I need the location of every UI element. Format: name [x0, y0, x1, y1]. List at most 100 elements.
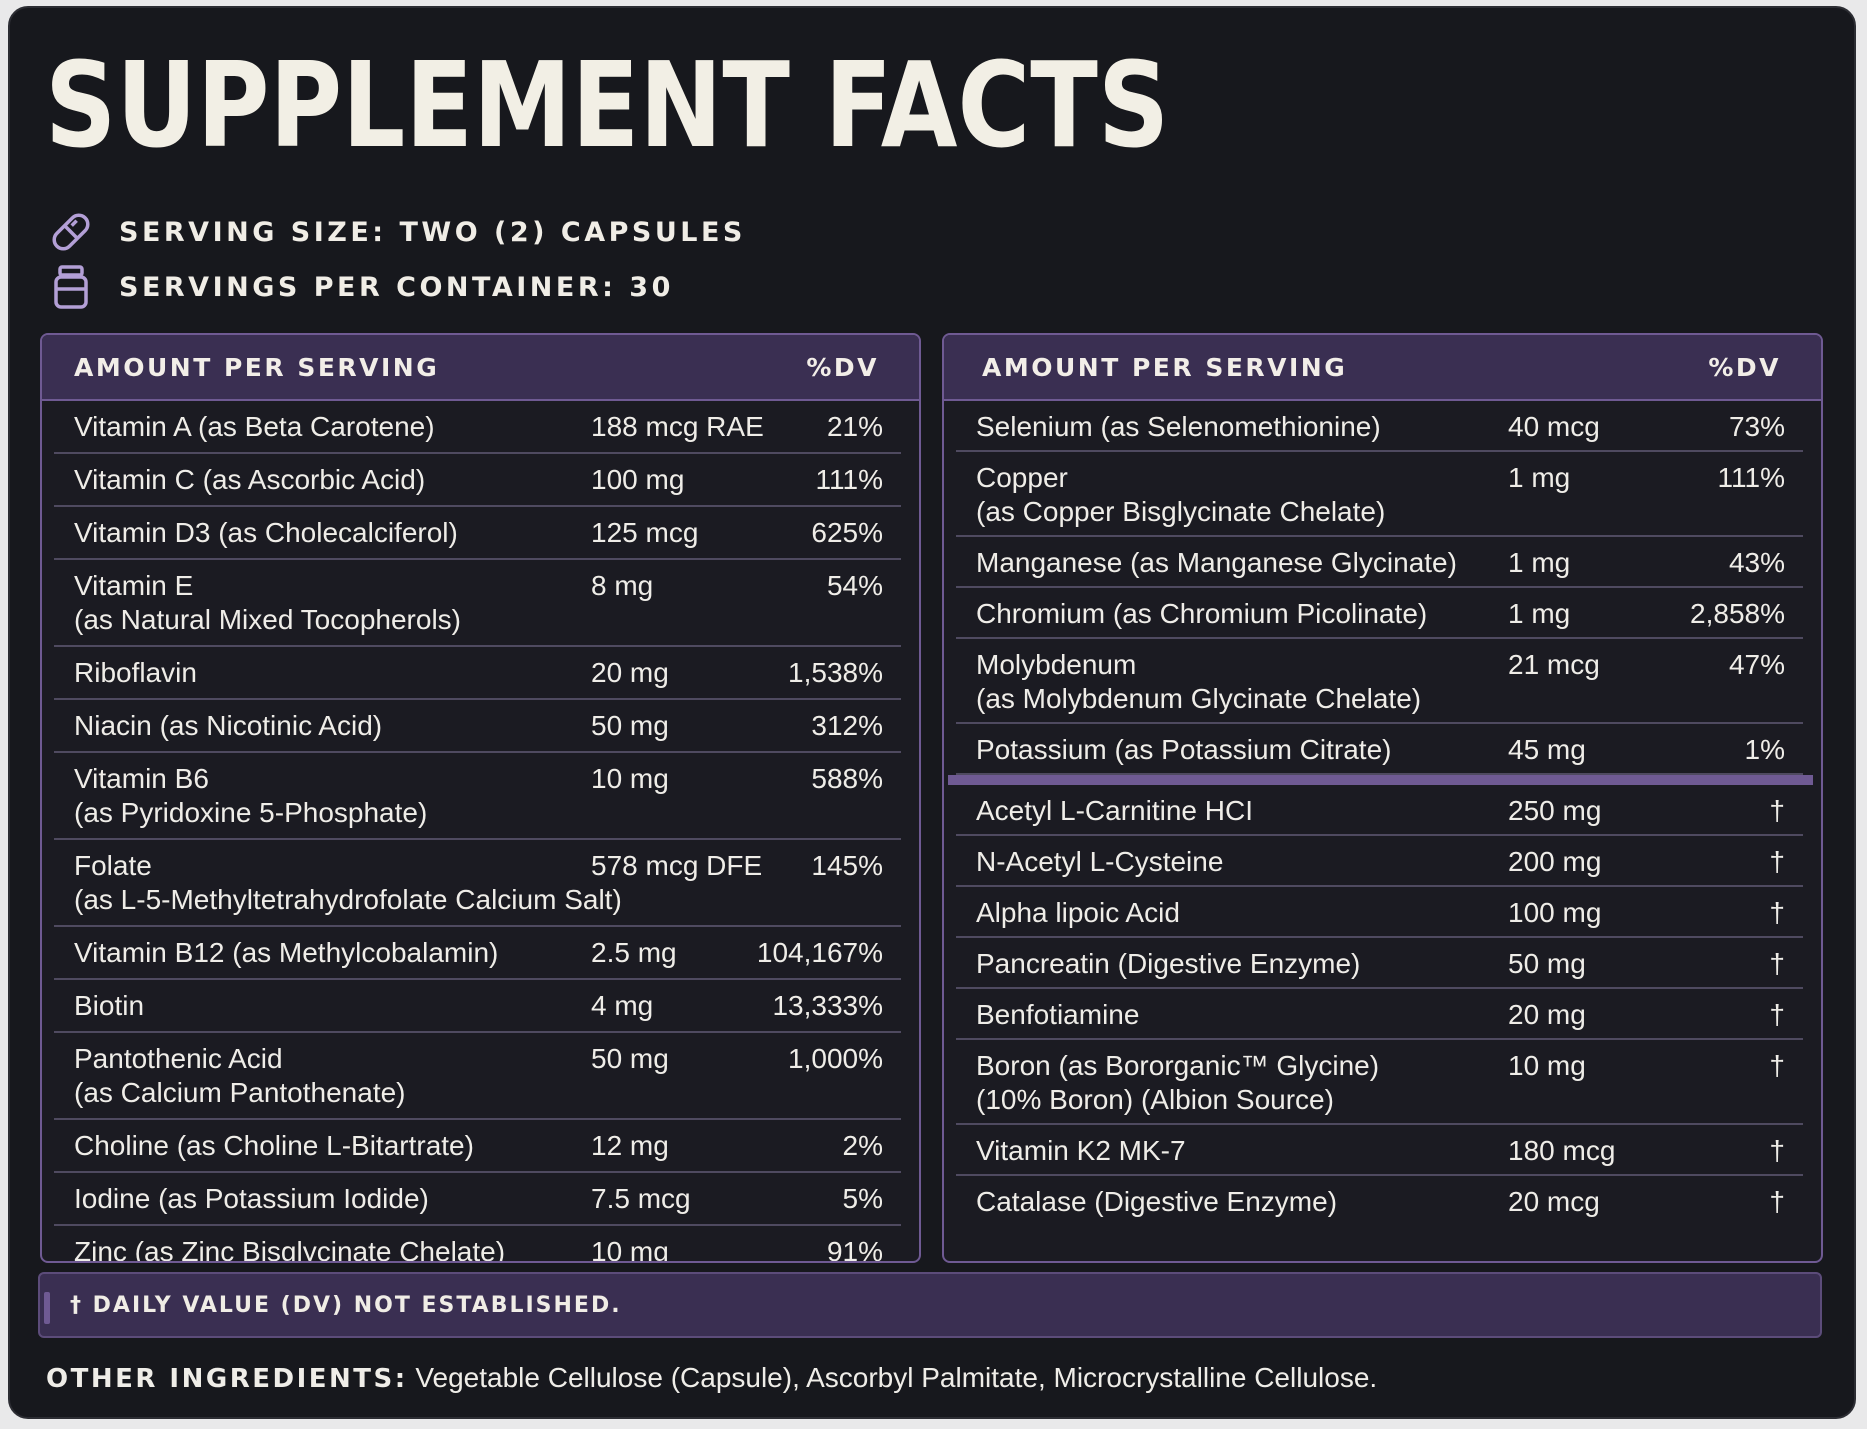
nutrient-name: Vitamin B12 (as Methylcobalamin): [74, 937, 499, 968]
footnote-accent: [44, 1292, 50, 1324]
nutrient-amount: 200 mg: [1508, 846, 1602, 877]
nutrient-amount: 180 mcg: [1508, 1135, 1616, 1166]
left-panel-header: AMOUNT PER SERVING %DV: [42, 335, 919, 401]
nutrient-amount: 1 mg: [1508, 598, 1571, 629]
nutrient-source: (as Molybdenum Glycinate Chelate): [976, 683, 1422, 714]
nutrient-amount: 1 mg: [1508, 462, 1571, 493]
nutrient-amount: 1 mg: [1508, 547, 1571, 578]
nutrient-source: (as Natural Mixed Tocopherols): [74, 604, 461, 635]
nutrient-daily-value: †: [1769, 846, 1785, 877]
nutrient-name: Benfotiamine: [976, 999, 1140, 1030]
nutrient-source: (as L-5-Methyltetrahydrofolate Calcium S…: [74, 884, 622, 915]
daily-value-footnote: † DAILY VALUE (DV) NOT ESTABLISHED.: [70, 1293, 622, 1318]
nutrient-amount: 20 mg: [1508, 999, 1586, 1030]
servings-per-container: SERVINGS PER CONTAINER: 30: [119, 271, 674, 303]
nutrient-daily-value: 21%: [826, 411, 883, 442]
footnote-bar: † DAILY VALUE (DV) NOT ESTABLISHED.: [38, 1272, 1822, 1338]
nutrient-daily-value: †: [1769, 1135, 1785, 1166]
nutrient-row: Vitamin B12 (as Methylcobalamin) 2.5 mg 10…: [54, 927, 901, 980]
nutrient-daily-value: 104,167%: [756, 937, 883, 968]
left-nutrient-panel: AMOUNT PER SERVING %DV Vitamin A (as Bet…: [40, 333, 921, 1263]
nutrient-daily-value: 5%: [842, 1183, 883, 1214]
nutrient-amount: 100 mg: [1508, 897, 1602, 928]
nutrient-amount: 20 mcg: [1508, 1186, 1600, 1217]
nutrient-daily-value: 145%: [811, 850, 883, 881]
nutrient-amount: 100 mg: [591, 464, 685, 495]
nutrient-daily-value: 91%: [826, 1236, 883, 1263]
nutrient-row: Benfotiamine 20 mg †: [956, 989, 1803, 1040]
nutrient-daily-value: 1,538%: [788, 657, 883, 688]
nutrient-daily-value: 1,000%: [788, 1043, 883, 1074]
nutrient-row: Alpha lipoic Acid 100 mg †: [956, 887, 1803, 938]
nutrient-amount: 50 mg: [591, 710, 669, 741]
other-ingredients: OTHER INGREDIENTS: Vegetable Cellulose (…: [46, 1362, 1377, 1394]
nutrient-name: Catalase (Digestive Enzyme): [976, 1186, 1338, 1217]
right-nutrient-rows: Selenium (as Selenomethionine) 40 mcg 73% C…: [948, 401, 1813, 1227]
nutrient-row: Potassium (as Potassium Citrate) 45 mg 1%: [956, 724, 1803, 775]
nutrient-name: Vitamin E: [74, 570, 194, 601]
serving-size-line: SERVING SIZE: TWO (2) CAPSULES: [48, 208, 746, 256]
nutrient-daily-value: 54%: [826, 570, 883, 601]
nutrient-name: N-Acetyl L-Cysteine: [976, 846, 1224, 877]
page-title: SUPPLEMENT FACTS: [45, 36, 1170, 174]
nutrient-row: Molybdenum (as Molybdenum Glycinate Chela…: [956, 639, 1803, 724]
section-divider: [948, 775, 1813, 785]
servings-per-container-line: SERVINGS PER CONTAINER: 30: [48, 263, 674, 311]
nutrient-amount: 20 mg: [591, 657, 669, 688]
nutrient-daily-value: †: [1769, 897, 1785, 928]
nutrient-row: Zinc (as Zinc Bisglycinate Chelate) 10 mg…: [54, 1226, 901, 1263]
nutrient-row: Chromium (as Chromium Picolinate) 1 mg 2,8…: [956, 588, 1803, 639]
nutrient-daily-value: †: [1769, 999, 1785, 1030]
nutrient-name: Chromium (as Chromium Picolinate): [976, 598, 1428, 629]
nutrient-row: Boron (as Bororganic™ Glycine) (10% Boron…: [956, 1040, 1803, 1125]
nutrient-source: (as Copper Bisglycinate Chelate): [976, 496, 1386, 527]
nutrient-amount: 10 mg: [1508, 1050, 1586, 1081]
nutrient-amount: 45 mg: [1508, 734, 1586, 765]
nutrient-row: Acetyl L-Carnitine HCI 250 mg †: [956, 785, 1803, 836]
nutrient-amount: 188 mcg RAE: [591, 411, 764, 442]
nutrient-amount: 50 mg: [591, 1043, 669, 1074]
capsule-icon: [48, 209, 94, 255]
nutrient-source: (10% Boron) (Albion Source): [976, 1084, 1334, 1115]
amount-per-serving-header: AMOUNT PER SERVING: [982, 353, 1348, 382]
nutrient-row: Biotin 4 mg 13,333%: [54, 980, 901, 1033]
nutrient-row: Riboflavin 20 mg 1,538%: [54, 647, 901, 700]
nutrient-amount: 8 mg: [591, 570, 654, 601]
nutrient-daily-value: †: [1769, 948, 1785, 979]
left-nutrient-rows: Vitamin A (as Beta Carotene) 188 mcg RAE 2…: [54, 401, 901, 1263]
nutrient-row: Choline (as Choline L-Bitartrate) 12 mg 2%: [54, 1120, 901, 1173]
nutrient-amount: 40 mcg: [1508, 411, 1600, 442]
nutrient-row: Vitamin A (as Beta Carotene) 188 mcg RAE 2…: [54, 401, 901, 454]
nutrient-daily-value: 2,858%: [1690, 598, 1785, 629]
nutrient-name: Manganese (as Manganese Glycinate): [976, 547, 1457, 578]
nutrient-name: Zinc (as Zinc Bisglycinate Chelate): [74, 1236, 506, 1263]
nutrient-row: N-Acetyl L-Cysteine 200 mg †: [956, 836, 1803, 887]
nutrient-daily-value: 1%: [1744, 734, 1785, 765]
nutrient-row: Manganese (as Manganese Glycinate) 1 mg 43…: [956, 537, 1803, 588]
nutrient-source: (as Pyridoxine 5-Phosphate): [74, 797, 428, 828]
nutrient-name: Folate: [74, 850, 152, 881]
nutrient-row: Vitamin B6 (as Pyridoxine 5-Phosphate) 10 …: [54, 753, 901, 840]
nutrient-row: Vitamin E (as Natural Mixed Tocopherols) 8…: [54, 560, 901, 647]
amount-per-serving-header: AMOUNT PER SERVING: [74, 353, 440, 382]
nutrient-source: (as Calcium Pantothenate): [74, 1077, 406, 1108]
nutrient-name: Vitamin A (as Beta Carotene): [74, 411, 435, 442]
nutrient-name: Choline (as Choline L-Bitartrate): [74, 1130, 474, 1161]
nutrient-amount: 125 mcg: [591, 517, 699, 548]
nutrient-name: Pantothenic Acid: [74, 1043, 283, 1074]
nutrient-row: Niacin (as Nicotinic Acid) 50 mg 312%: [54, 700, 901, 753]
nutrient-amount: 10 mg: [591, 1236, 669, 1263]
nutrient-amount: 250 mg: [1508, 795, 1602, 826]
nutrient-row: Iodine (as Potassium Iodide) 7.5 mcg 5%: [54, 1173, 901, 1226]
nutrient-daily-value: †: [1769, 795, 1785, 826]
nutrient-amount: 4 mg: [591, 990, 654, 1021]
bottle-icon: [48, 264, 94, 310]
nutrient-row: Vitamin C (as Ascorbic Acid) 100 mg 111%: [54, 454, 901, 507]
nutrient-name: Alpha lipoic Acid: [976, 897, 1180, 928]
nutrient-name: Acetyl L-Carnitine HCI: [976, 795, 1253, 826]
nutrient-daily-value: †: [1769, 1186, 1785, 1217]
nutrient-amount: 12 mg: [591, 1130, 669, 1161]
right-nutrient-panel: AMOUNT PER SERVING %DV Selenium (as Sele…: [942, 333, 1823, 1263]
nutrient-amount: 2.5 mg: [591, 937, 677, 968]
other-ingredients-text: Vegetable Cellulose (Capsule), Ascorbyl …: [407, 1362, 1378, 1393]
